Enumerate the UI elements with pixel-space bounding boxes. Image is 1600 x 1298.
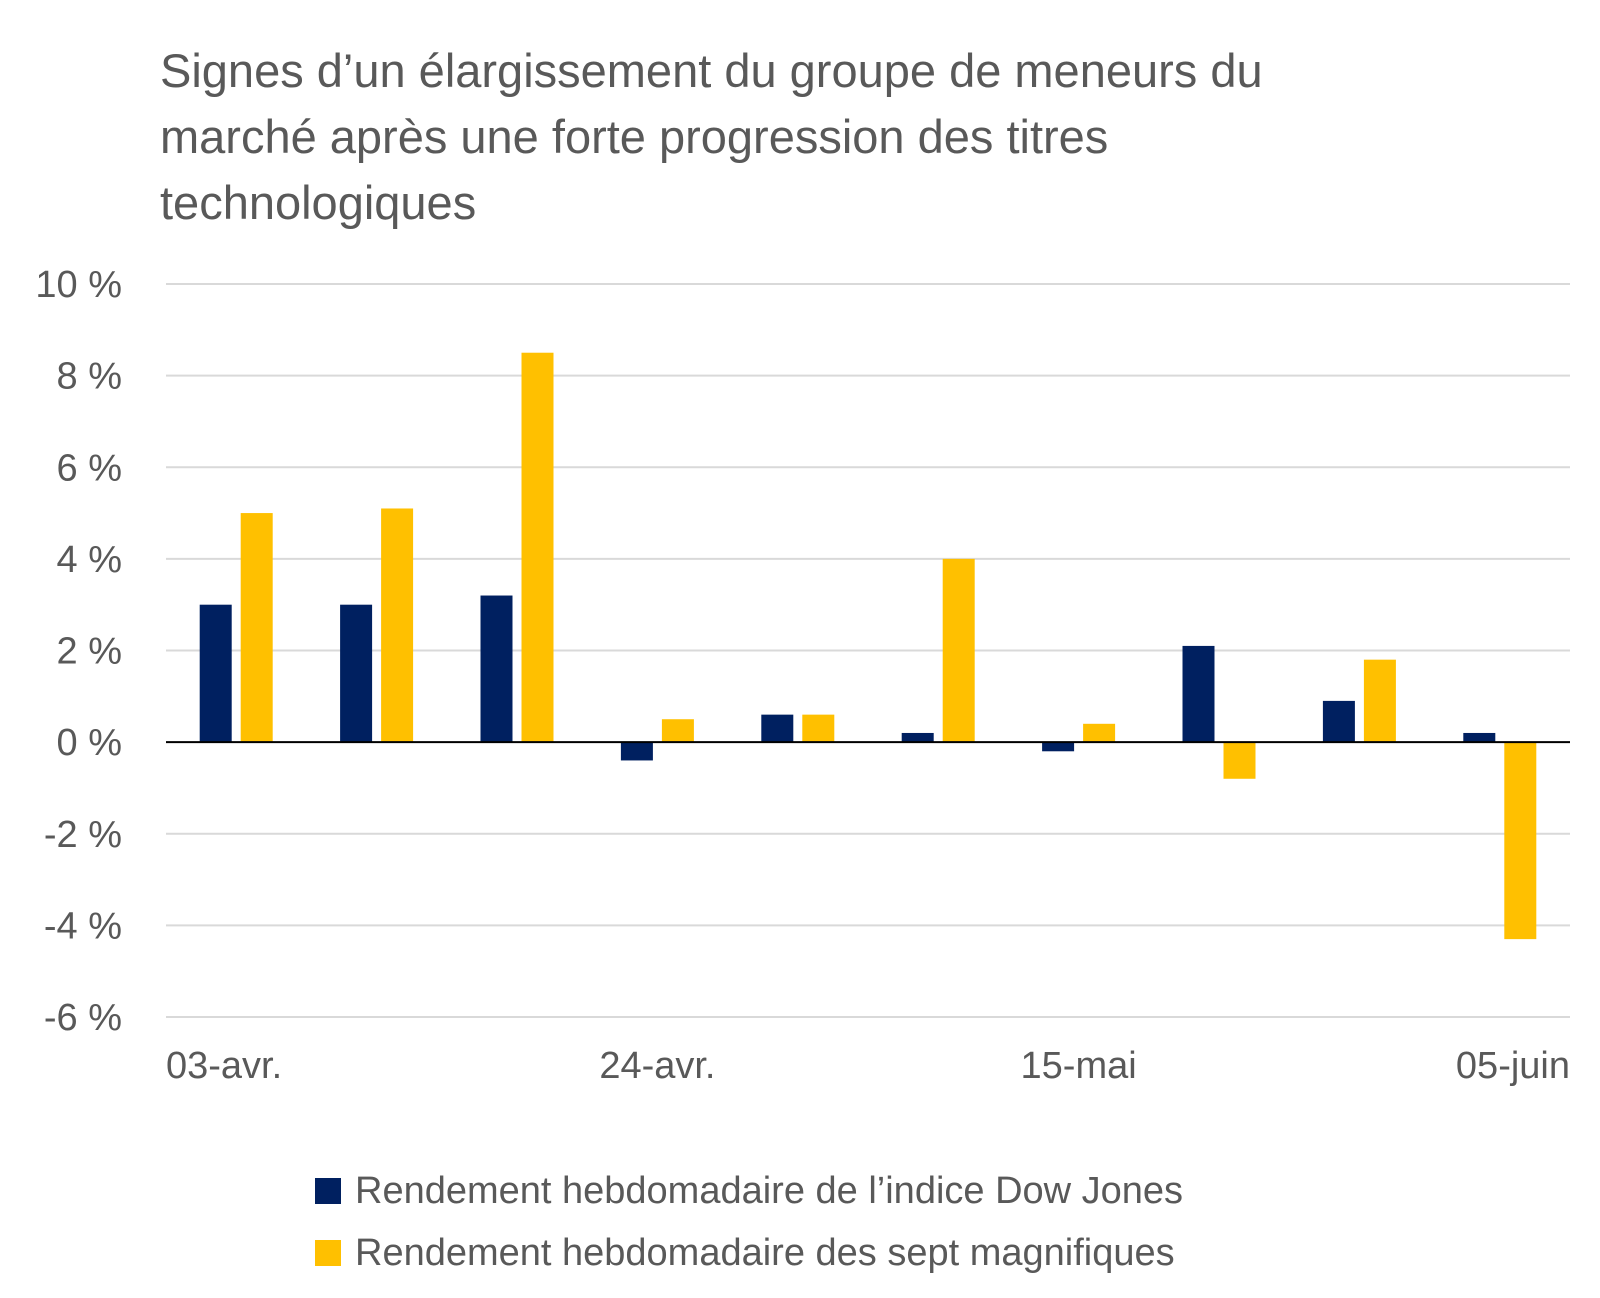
y-tick-label: 10 % [35, 264, 122, 306]
y-tick-label: 0 % [57, 722, 122, 764]
bar-sept-magnifiques [1083, 723, 1116, 743]
legend-item-dow-jones: Rendement hebdomadaire de l’indice Dow J… [315, 1160, 1183, 1222]
bar-dow-jones [761, 714, 794, 743]
legend-item-sept-magnifiques: Rendement hebdomadaire des sept magnifiq… [315, 1222, 1183, 1284]
x-tick-label: 15-mai [1021, 1045, 1137, 1087]
bar-dow-jones [1182, 645, 1215, 743]
bar-sept-magnifiques [381, 508, 414, 743]
chart-title: Signes d’un élargissement du groupe de m… [160, 44, 1263, 229]
bar-sept-magnifiques [802, 714, 835, 743]
x-tick-label: 05-juin [1456, 1045, 1570, 1087]
bar-sept-magnifiques [1363, 659, 1396, 743]
y-tick-label: -6 % [44, 997, 122, 1039]
y-tick-label: -2 % [44, 814, 122, 856]
legend-label-sept-magnifiques: Rendement hebdomadaire des sept magnifiq… [355, 1231, 1175, 1274]
bar-sept-magnifiques [942, 558, 975, 743]
bar-dow-jones [1322, 700, 1355, 743]
bar-sept-magnifiques [1223, 742, 1256, 779]
bar-dow-jones [480, 595, 513, 743]
bar-sept-magnifiques [521, 352, 554, 743]
bar-dow-jones [620, 742, 653, 761]
y-tick-label: 4 % [57, 539, 122, 581]
y-tick-label: 6 % [57, 447, 122, 489]
y-tick-label: 8 % [57, 356, 122, 398]
bar-dow-jones [340, 604, 373, 743]
bar-dow-jones [901, 732, 934, 743]
bar-dow-jones [1042, 742, 1075, 752]
legend-swatch-dow-jones [315, 1178, 341, 1204]
y-tick-label: 2 % [57, 631, 122, 673]
legend: Rendement hebdomadaire de l’indice Dow J… [315, 1160, 1183, 1284]
bar-dow-jones [199, 604, 232, 743]
bar-dow-jones [1463, 732, 1496, 743]
bar-sept-magnifiques [1504, 742, 1537, 940]
x-tick-label: 03-avr. [166, 1045, 282, 1087]
legend-label-dow-jones: Rendement hebdomadaire de l’indice Dow J… [355, 1169, 1184, 1212]
bar-sept-magnifiques [661, 719, 694, 743]
x-tick-label: 24-avr. [599, 1045, 715, 1087]
y-tick-label: -4 % [44, 905, 122, 947]
legend-swatch-sept-magnifiques [315, 1240, 341, 1266]
bar-sept-magnifiques [240, 513, 273, 743]
